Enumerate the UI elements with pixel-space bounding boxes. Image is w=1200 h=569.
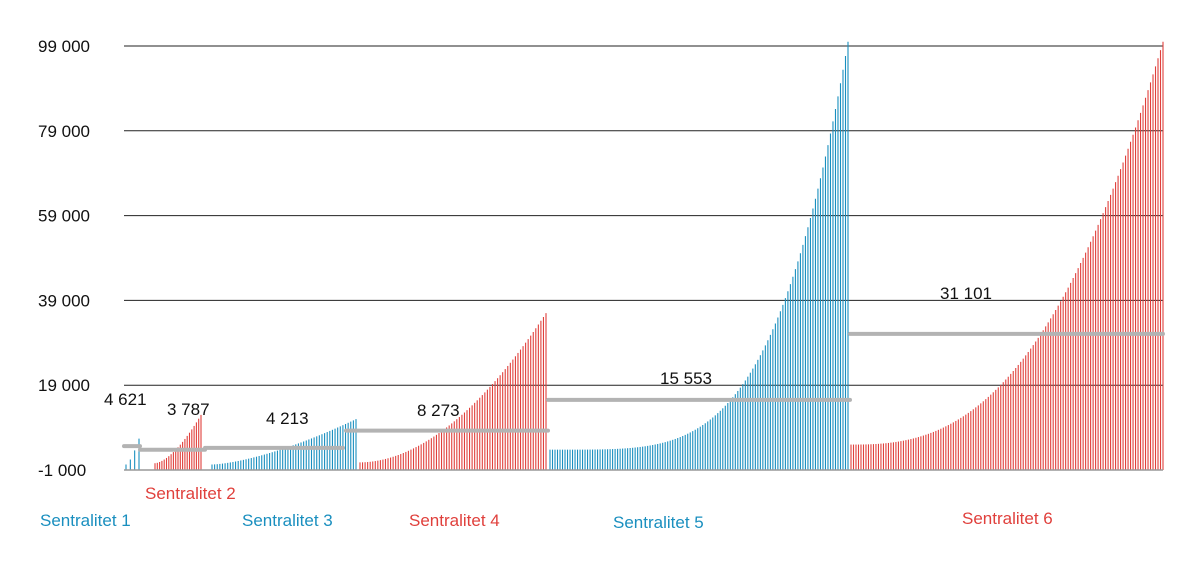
- y-tick-label: 19 000: [38, 376, 90, 395]
- mean-label: 8 273: [417, 401, 460, 420]
- mean-label: 31 101: [940, 284, 992, 303]
- group-label: Sentralitet 4: [409, 511, 500, 530]
- mean-label: 4 213: [266, 409, 309, 428]
- y-tick-label: 59 000: [38, 207, 90, 226]
- mean-lines: [122, 331, 1165, 452]
- y-axis-tick-labels: -1 000 19 000 39 000 59 000 79 000 99 000: [38, 37, 90, 480]
- mean-label: 4 621: [104, 390, 147, 409]
- group-label: Sentralitet 6: [962, 509, 1053, 528]
- group-label: Sentralitet 2: [145, 484, 236, 503]
- y-tick-label: 99 000: [38, 37, 90, 56]
- grid-lines: [124, 45, 1163, 386]
- y-tick-label: -1 000: [38, 461, 86, 480]
- y-tick-label: 79 000: [38, 122, 90, 141]
- bars: [125, 41, 1164, 470]
- mean-label: 15 553: [660, 369, 712, 388]
- mean-label: 3 787: [167, 400, 210, 419]
- group-labels: Sentralitet 1 Sentralitet 2 Sentralitet 3 S…: [40, 484, 1053, 532]
- group-label: Sentralitet 1: [40, 511, 131, 530]
- mean-labels: 4 621 3 787 4 213 8 273 15 553 31 101: [104, 284, 992, 428]
- y-tick-label: 39 000: [38, 291, 90, 310]
- group-label: Sentralitet 3: [242, 511, 333, 530]
- group-label: Sentralitet 5: [613, 513, 704, 532]
